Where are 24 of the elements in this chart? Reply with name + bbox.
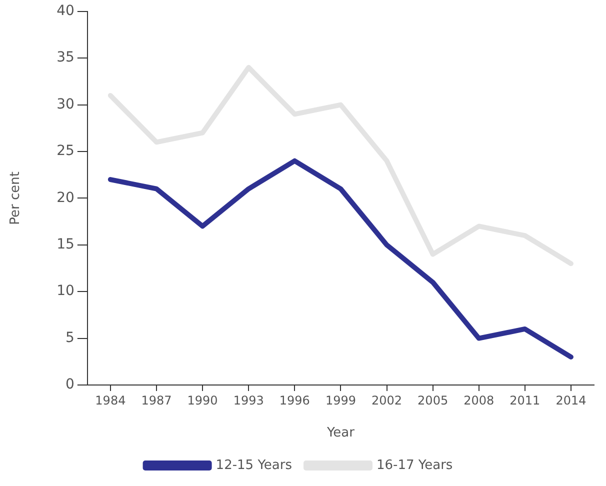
- x-tick-label: 2014: [556, 393, 586, 408]
- x-tick-label: 1993: [233, 393, 264, 408]
- x-tick-label: 1990: [187, 393, 218, 408]
- y-axis-title: Per cent: [8, 172, 24, 225]
- y-tick-label: 0: [65, 376, 74, 393]
- x-tick-label: 2011: [510, 393, 540, 408]
- y-tick-label: 25: [56, 143, 74, 160]
- x-tick-label: 1999: [325, 393, 356, 408]
- x-tick-label: 2008: [464, 393, 494, 408]
- x-tick-label: 1984: [95, 393, 126, 408]
- y-tick-label: 35: [56, 50, 74, 66]
- x-tick-label: 1987: [141, 393, 172, 408]
- y-tick-label: 10: [56, 283, 74, 300]
- legend-label: 16-17 Years: [376, 458, 453, 473]
- y-tick-label: 5: [65, 330, 74, 346]
- y-tick-label: 40: [56, 3, 74, 20]
- y-tick-label: 15: [56, 236, 74, 253]
- x-tick-label: 2005: [418, 393, 448, 408]
- x-tick-label: 2002: [371, 393, 402, 408]
- x-tick-label: 1996: [279, 393, 310, 408]
- y-tick-label: 20: [56, 190, 74, 206]
- x-axis-title: Year: [326, 426, 356, 441]
- legend-label: 12-15 Years: [216, 458, 292, 473]
- y-tick-label: 30: [56, 96, 74, 112]
